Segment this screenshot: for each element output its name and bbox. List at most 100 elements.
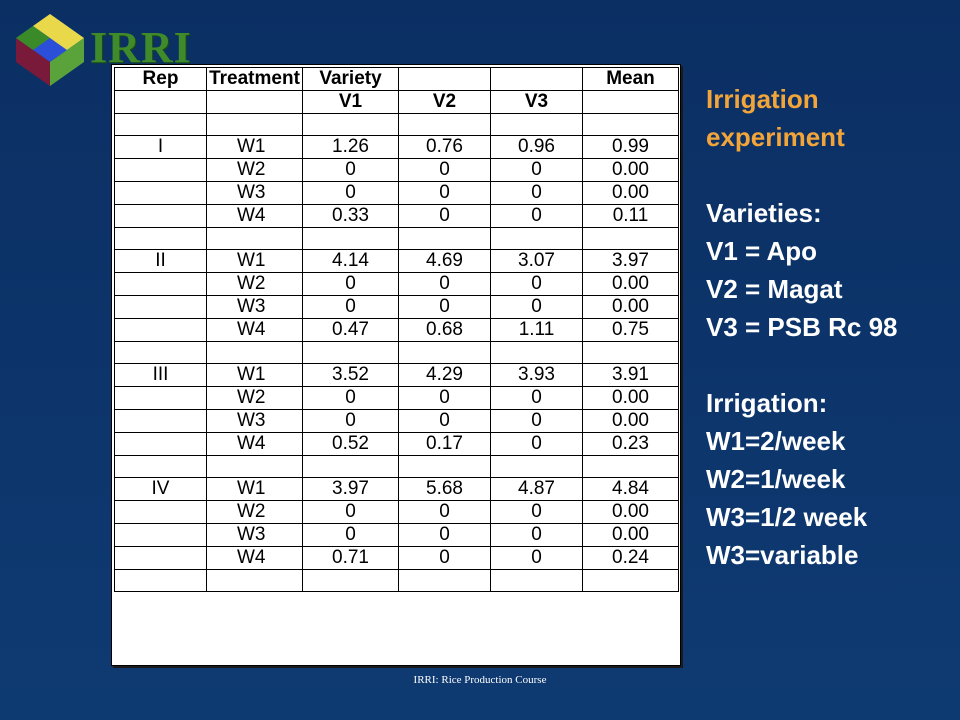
table-row: W3 0 0 0 0.00 bbox=[114, 180, 679, 205]
table-row: W2 0 0 0 0.00 bbox=[114, 158, 679, 182]
value-cell: 0.00 bbox=[582, 294, 679, 319]
table-row: W3 0 0 0 0.00 bbox=[114, 294, 679, 319]
empty-cell bbox=[206, 454, 303, 479]
table-row: W4 0.47 0.68 1.11 0.75 bbox=[114, 317, 679, 342]
empty-cell bbox=[302, 454, 399, 479]
value-cell: 0 bbox=[398, 500, 491, 524]
table-row: I W1 1.26 0.76 0.96 0.99 bbox=[114, 135, 679, 160]
value-cell: 0 bbox=[490, 386, 583, 410]
value-cell: 0.68 bbox=[398, 317, 491, 342]
treatment-cell: W1 bbox=[206, 363, 303, 388]
value-cell: 1.11 bbox=[490, 317, 583, 342]
value-cell: 0 bbox=[302, 386, 399, 410]
irrigation-heading: Irrigation: bbox=[706, 388, 828, 418]
rep-cell: IV bbox=[114, 477, 207, 502]
empty-cell bbox=[206, 568, 303, 593]
value-cell: 4.87 bbox=[490, 477, 583, 502]
empty-cell bbox=[302, 340, 399, 365]
value-cell: 3.93 bbox=[490, 363, 583, 388]
empty-cell bbox=[114, 568, 207, 593]
rep-cell bbox=[114, 545, 207, 570]
treatment-cell: W2 bbox=[206, 386, 303, 410]
empty-cell bbox=[582, 454, 679, 479]
empty-cell bbox=[582, 226, 679, 251]
value-cell: 0 bbox=[398, 545, 491, 570]
empty-cell bbox=[114, 112, 207, 137]
irrigation-item: W2=1/week bbox=[706, 464, 846, 494]
value-cell: 0 bbox=[302, 272, 399, 296]
rep-cell: I bbox=[114, 135, 207, 160]
value-cell: 0.75 bbox=[582, 317, 679, 342]
value-cell: 0.47 bbox=[302, 317, 399, 342]
value-cell: 0 bbox=[490, 180, 583, 205]
value-cell: 3.97 bbox=[582, 249, 679, 274]
rep-cell: III bbox=[114, 363, 207, 388]
empty-cell bbox=[490, 226, 583, 251]
empty-cell bbox=[490, 454, 583, 479]
value-cell: 0 bbox=[398, 203, 491, 228]
header-cell: Treatment bbox=[206, 67, 303, 91]
value-cell: 0 bbox=[490, 272, 583, 296]
irrigation-item: W1=2/week bbox=[706, 426, 846, 456]
value-cell: 0 bbox=[490, 203, 583, 228]
rep-cell bbox=[114, 317, 207, 342]
value-cell: 0.99 bbox=[582, 135, 679, 160]
value-cell: 0.00 bbox=[582, 500, 679, 524]
rep-cell bbox=[114, 500, 207, 524]
treatment-cell: W1 bbox=[206, 477, 303, 502]
value-cell: 0.71 bbox=[302, 545, 399, 570]
treatment-cell: W1 bbox=[206, 135, 303, 160]
empty-cell bbox=[398, 112, 491, 137]
value-cell: 0 bbox=[490, 431, 583, 456]
value-cell: 0.00 bbox=[582, 272, 679, 296]
value-cell: 4.84 bbox=[582, 477, 679, 502]
value-cell: 0 bbox=[490, 294, 583, 319]
value-cell: 0.00 bbox=[582, 522, 679, 547]
blank-row bbox=[114, 454, 679, 479]
empty-cell bbox=[114, 340, 207, 365]
header-cell: Mean bbox=[582, 67, 679, 91]
table-row: IV W1 3.97 5.68 4.87 4.84 bbox=[114, 477, 679, 502]
value-cell: 0 bbox=[398, 408, 491, 433]
table-row: W2 0 0 0 0.00 bbox=[114, 386, 679, 410]
value-cell: 0 bbox=[490, 408, 583, 433]
rep-cell bbox=[114, 522, 207, 547]
value-cell: 0.00 bbox=[582, 386, 679, 410]
empty-cell bbox=[398, 568, 491, 593]
value-cell: 0 bbox=[398, 180, 491, 205]
blank-row bbox=[114, 340, 679, 365]
value-cell: 0.24 bbox=[582, 545, 679, 570]
treatment-cell: W3 bbox=[206, 294, 303, 319]
logo-diamond-icon bbox=[16, 14, 84, 86]
blank-row bbox=[114, 112, 679, 137]
value-cell: 0.96 bbox=[490, 135, 583, 160]
empty-cell bbox=[490, 340, 583, 365]
empty-cell bbox=[206, 340, 303, 365]
value-cell: 0 bbox=[398, 386, 491, 410]
value-cell: 0.76 bbox=[398, 135, 491, 160]
rep-cell bbox=[114, 203, 207, 228]
value-cell: 3.91 bbox=[582, 363, 679, 388]
table-row: II W1 4.14 4.69 3.07 3.97 bbox=[114, 249, 679, 274]
value-cell: 0 bbox=[398, 272, 491, 296]
header-cell bbox=[490, 67, 583, 91]
rep-cell bbox=[114, 272, 207, 296]
irri-logo: IRRI bbox=[12, 10, 191, 90]
value-cell: 4.69 bbox=[398, 249, 491, 274]
empty-cell bbox=[114, 226, 207, 251]
variety-item: V1 = Apo bbox=[706, 236, 818, 266]
empty-cell bbox=[582, 568, 679, 593]
value-cell: 0 bbox=[398, 294, 491, 319]
rep-cell bbox=[114, 180, 207, 205]
header-cell bbox=[206, 89, 303, 114]
table-row: W2 0 0 0 0.00 bbox=[114, 272, 679, 296]
empty-cell bbox=[398, 226, 491, 251]
value-cell: 0 bbox=[490, 545, 583, 570]
variety-item: V3 = PSB Rc 98 bbox=[706, 312, 898, 342]
variety-item: V2 = Magat bbox=[706, 274, 843, 304]
empty-cell bbox=[302, 112, 399, 137]
header-cell: Variety bbox=[302, 67, 399, 91]
value-cell: 3.52 bbox=[302, 363, 399, 388]
table-row: W4 0.52 0.17 0 0.23 bbox=[114, 431, 679, 456]
rep-cell bbox=[114, 386, 207, 410]
